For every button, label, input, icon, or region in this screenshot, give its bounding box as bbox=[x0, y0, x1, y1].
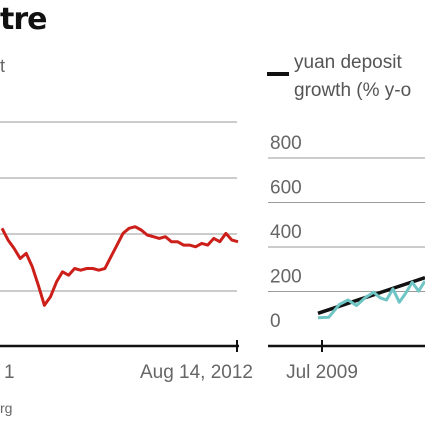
right-x-tick-label: Jul 2009 bbox=[286, 362, 358, 383]
right-y-tick-label: 400 bbox=[270, 222, 302, 243]
left-x-tick-label: 1 bbox=[4, 362, 15, 383]
left-label-fragment: t bbox=[0, 56, 6, 76]
right-series-trend-line bbox=[317, 276, 425, 315]
chart-title-fragment: tre bbox=[0, 2, 47, 37]
legend-label-line1: yuan deposit bbox=[294, 52, 402, 73]
legend-line-swatch bbox=[267, 72, 289, 76]
left-series-line bbox=[0, 225, 239, 307]
right-y-tick-label: 200 bbox=[270, 267, 302, 288]
right-y-tick-label: 800 bbox=[270, 133, 302, 154]
right-series-actual-line bbox=[317, 280, 425, 320]
legend-label-line2: growth (% y-o bbox=[294, 80, 412, 101]
right-y-tick-label: 600 bbox=[270, 178, 302, 199]
source-note-fragment: rg bbox=[0, 400, 13, 416]
left-x-tick-label: Aug 14, 2012 bbox=[140, 362, 253, 383]
right-y-tick-label: 0 bbox=[270, 311, 281, 332]
